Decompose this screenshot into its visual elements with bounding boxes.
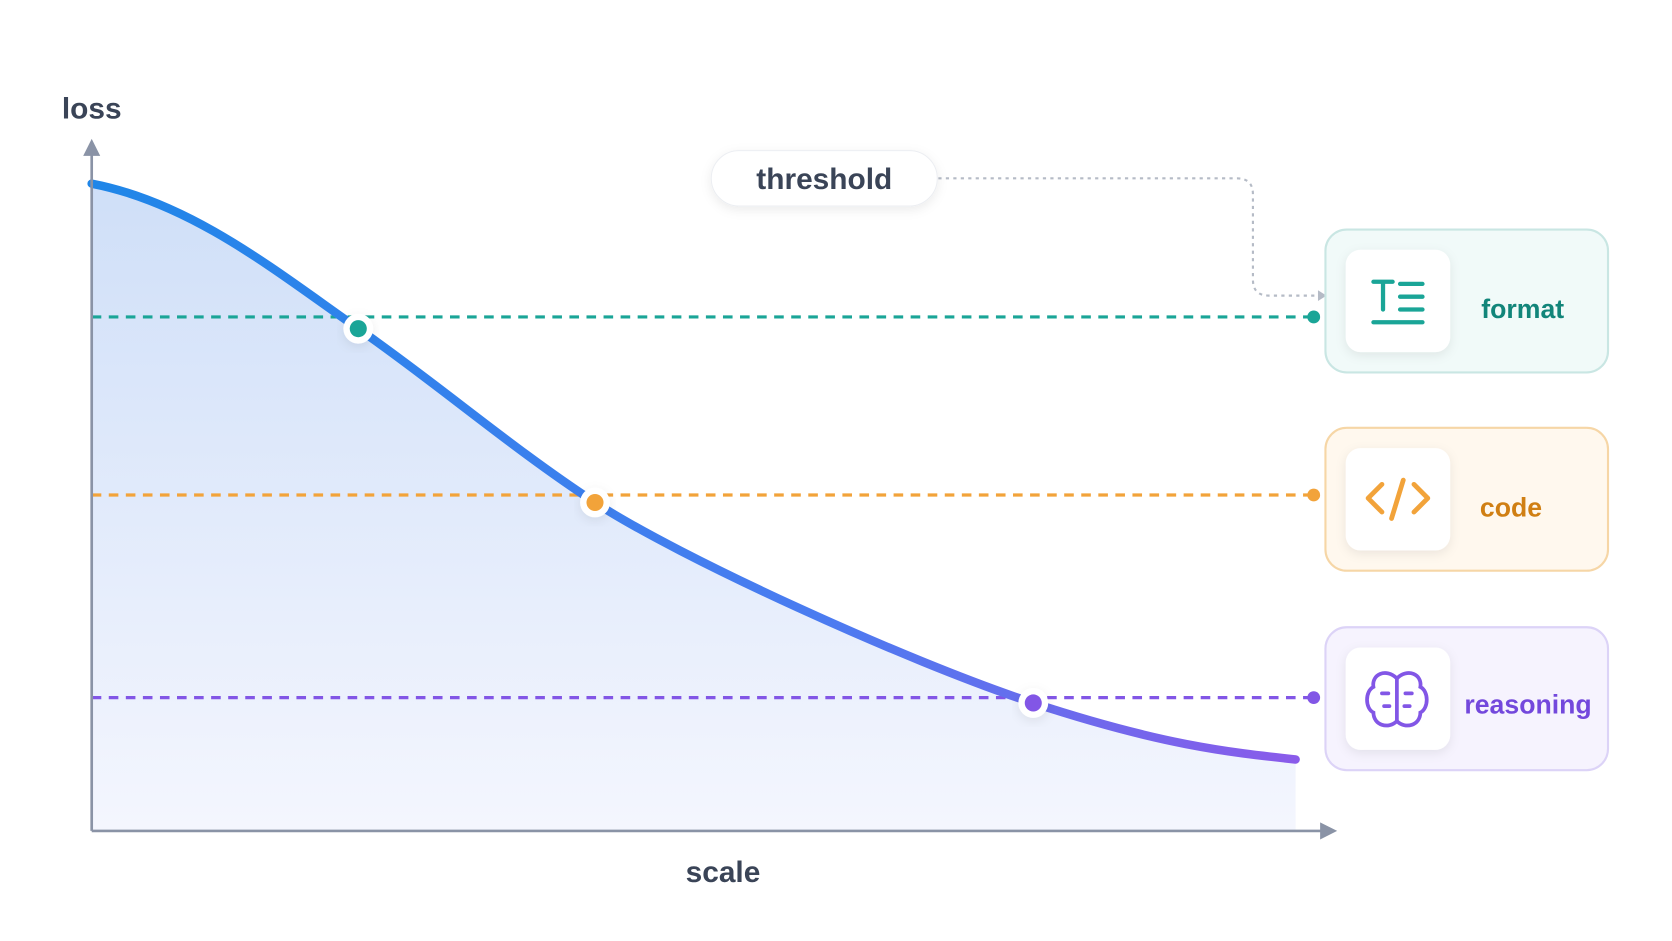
area (91, 183, 1296, 831)
card-reasoning: reasoning (1324, 626, 1610, 772)
threshold-pill (710, 150, 938, 207)
y-arrow (83, 138, 101, 156)
connector (938, 177, 1321, 297)
x-arrow (1320, 822, 1338, 840)
line-end (1307, 310, 1321, 324)
card-format: format (1324, 228, 1610, 374)
card-code: code (1324, 426, 1610, 572)
card-label: format (1481, 294, 1564, 324)
x-axis-label: scale (686, 856, 761, 889)
threshold-label: threshold (756, 163, 892, 196)
connector-arrow (1317, 290, 1327, 301)
crossing (349, 320, 367, 338)
line-end (1307, 488, 1321, 502)
crossing (586, 493, 604, 512)
line-end (1307, 691, 1321, 705)
y-axis-label: loss (62, 93, 122, 126)
card-label: reasoning (1464, 690, 1591, 720)
card-label: code (1480, 492, 1542, 522)
crossing (1024, 694, 1042, 712)
